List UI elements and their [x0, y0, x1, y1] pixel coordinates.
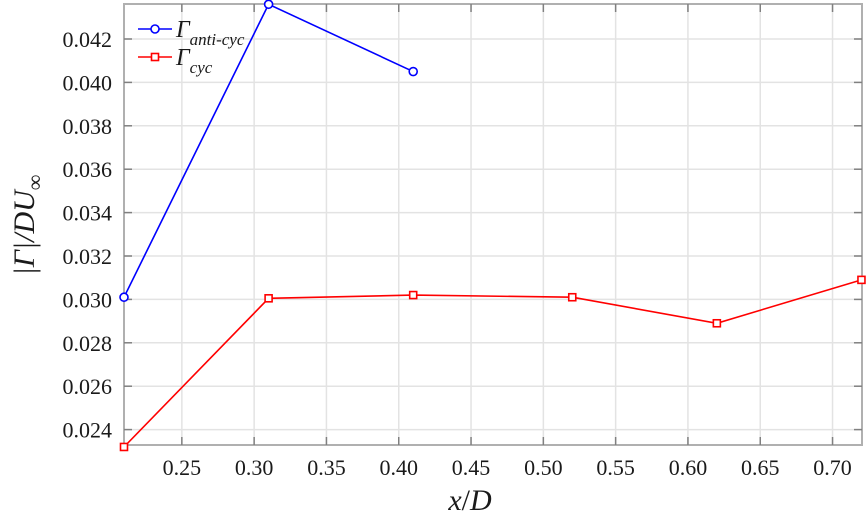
x-tick-label: 0.60	[669, 455, 708, 480]
circle-marker-icon	[150, 24, 160, 34]
x-tick-label: 0.25	[163, 455, 202, 480]
y-axis-label: |Γ|/DU∞	[8, 175, 47, 276]
legend-label-cyc: Γcyc	[175, 45, 213, 77]
square-marker-icon	[408, 290, 418, 300]
y-tick-label: 0.036	[63, 157, 113, 182]
square-marker-icon	[567, 292, 577, 302]
x-tick-label: 0.50	[524, 455, 563, 480]
y-tick-label: 0.038	[63, 114, 113, 139]
square-marker-icon	[119, 442, 129, 452]
x-tick-label: 0.65	[741, 455, 780, 480]
square-marker-icon	[264, 294, 273, 303]
x-tick-label: 0.35	[307, 455, 346, 480]
square-marker-icon	[857, 275, 866, 285]
circle-marker-icon	[408, 66, 419, 77]
data-series	[119, 0, 866, 452]
circle-marker-icon	[119, 292, 129, 303]
y-tick-label: 0.030	[63, 287, 113, 312]
x-axis-label: x/D	[447, 484, 492, 517]
circle-marker-icon	[263, 0, 274, 10]
legend-label-anti-cyc: Γanti-cyc	[175, 17, 245, 49]
y-tick-label: 0.028	[63, 331, 113, 356]
y-tick-label: 0.040	[63, 70, 113, 95]
y-tick-label: 0.032	[63, 244, 113, 269]
x-tick-label: 0.55	[596, 455, 635, 480]
y-tick-label: 0.042	[63, 27, 113, 52]
y-tick-label: 0.026	[63, 374, 113, 399]
plot-frame	[123, 3, 863, 446]
y-tick-label: 0.024	[63, 418, 113, 443]
x-tick-label: 0.40	[379, 455, 418, 480]
series-line-1	[123, 279, 862, 448]
series-line-0	[123, 3, 414, 298]
square-marker-icon	[712, 318, 722, 328]
x-tick-label: 0.70	[813, 455, 852, 480]
square-marker-icon	[150, 52, 160, 62]
x-tick-label: 0.45	[452, 455, 491, 480]
y-tick-label: 0.034	[63, 201, 113, 226]
axis-ticks: 0.25 0.30 0.35 0.40 0.45 0.50 0.55 0.60 0.65 0.70…	[63, 4, 862, 480]
x-tick-label: 0.30	[235, 455, 274, 480]
grid-lines	[124, 4, 862, 445]
legend: Γanti-cyc Γcyc	[138, 17, 245, 77]
